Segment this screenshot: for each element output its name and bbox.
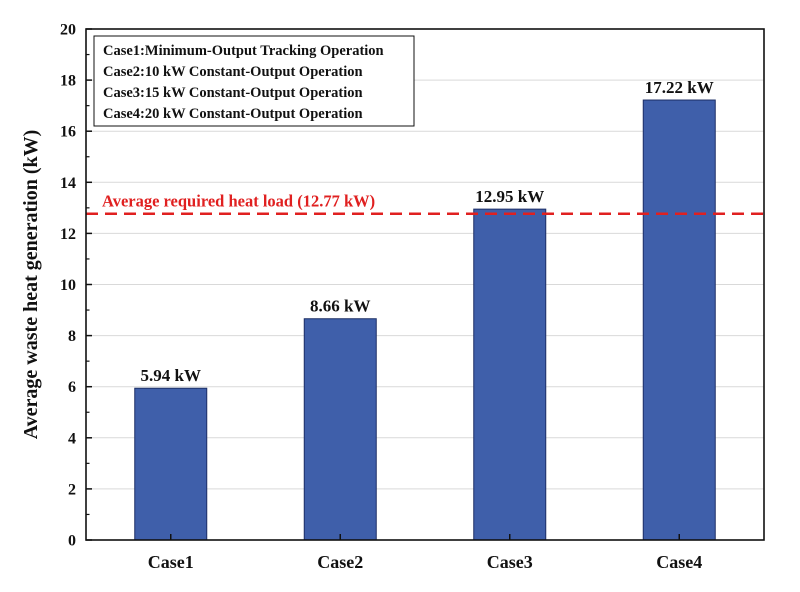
reference-line-label: Average required heat load (12.77 kW) [102,192,375,211]
legend-frame [93,35,415,127]
y-tick-label: 6 [68,379,76,396]
x-tick-label: Case1 [148,552,194,572]
y-tick-label: 0 [68,533,76,550]
legend-entry: Case3:15 kW Constant-Output Operation [103,85,363,101]
bar-case4 [642,99,716,541]
labels-layer: 5.94 kW Case1 8.66 kW Case2 12.95 kW Case3 17.… [141,78,714,572]
y-tick-label: 14 [60,175,76,192]
bar-case2 [303,318,377,541]
y-tick-label: 8 [68,328,76,345]
y-tick-label: 16 [60,124,76,141]
data-label: 17.22 kW [645,78,714,97]
x-tick-label: Case3 [487,552,533,572]
bar-case1 [134,387,208,541]
y-tick-label: 4 [68,430,76,447]
y-axis-title: Average waste heat generation (kW) [20,130,42,440]
y-tick-label: 18 [60,73,76,90]
legend-entry: Case2:10 kW Constant-Output Operation [103,64,363,80]
legend-entry: Case4:20 kW Constant-Output Operation [103,106,363,122]
legend-box: Case1:Minimum-Output Tracking Operation C… [93,35,415,127]
reference-line-layer: Average required heat load (12.77 kW) [86,192,764,215]
y-tick-label: 2 [68,481,76,498]
bar-case3 [473,208,547,541]
x-tick-label: Case2 [317,552,363,572]
x-tick-label: Case4 [656,552,702,572]
y-tick-label: 12 [60,226,76,243]
y-tick-label: 20 [60,22,76,39]
data-label: 5.94 kW [141,366,201,385]
axes-layer: 0 2 4 6 8 10 12 14 16 18 20 Average waste heat gene… [20,22,765,550]
y-tick-label: 10 [60,277,76,294]
bars-layer [134,99,716,541]
data-label: 8.66 kW [310,297,370,316]
data-label: 12.95 kW [475,187,544,206]
legend-entry: Case1:Minimum-Output Tracking Operation [103,43,384,59]
